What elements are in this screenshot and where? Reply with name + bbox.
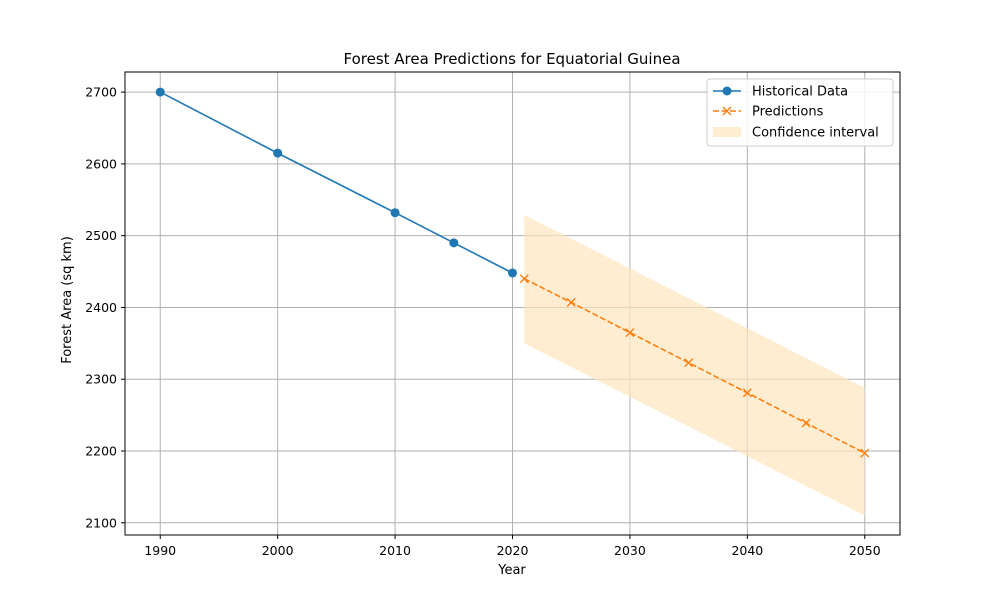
x-tick-label: 2030 [614,543,646,558]
legend-confidence-label: Confidence interval [752,126,879,141]
prediction-point [625,328,635,338]
y-tick-label: 2100 [85,515,117,530]
y-tick-label: 2300 [85,372,117,387]
y-tick-label: 2600 [85,156,117,171]
historical-point [449,238,459,248]
prediction-point [801,418,811,428]
legend-predictions-label: Predictions [752,105,824,120]
historical-point [273,148,283,158]
legend-confidence-swatch [713,127,741,137]
historical-point [390,208,400,218]
prediction-point [742,388,752,398]
legend-historical-label: Historical Data [752,85,848,100]
prediction-point [684,358,694,368]
y-tick-label: 2500 [85,228,117,243]
legend-predictions-marker [722,106,732,116]
y-tick-label: 2200 [85,444,117,459]
legend-historical-marker [722,86,732,96]
x-tick-label: 2020 [497,543,529,558]
y-axis-label: Forest Area (sq km) [60,236,75,364]
historical-point [155,87,165,97]
x-tick-label: 2050 [849,543,881,558]
chart-title: Forest Area Predictions for Equatorial G… [343,50,680,68]
x-tick-label: 2010 [379,543,411,558]
x-tick-label: 2040 [731,543,763,558]
axis-ticks: 1990 2000 2010 2020 2030 2040 2050 2100 2200 2300… [85,85,881,558]
y-tick-label: 2700 [85,85,117,100]
x-axis-label: Year [497,563,526,578]
x-tick-label: 1990 [144,543,176,558]
prediction-point [519,274,529,284]
x-tick-label: 2000 [262,543,294,558]
prediction-point [860,448,870,458]
prediction-point [566,297,576,307]
legend: Historical Data Predictions Confidence int… [706,78,894,147]
historical-point [508,268,517,278]
series-layer [155,87,870,458]
y-tick-label: 2400 [85,300,117,315]
legend-box [706,78,894,147]
